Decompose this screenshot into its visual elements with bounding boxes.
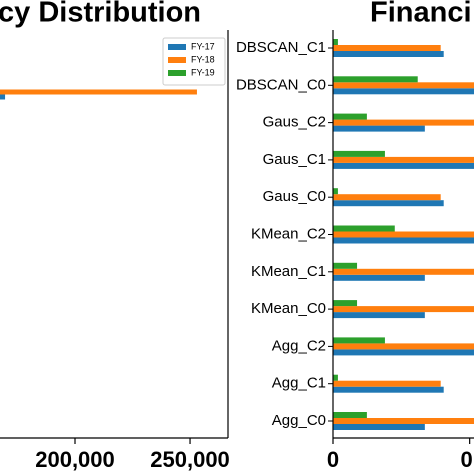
bar	[333, 237, 474, 244]
bar	[333, 424, 425, 430]
chart-title: Financi	[370, 0, 472, 29]
y-tick-label: DBSCAN_C0	[236, 76, 326, 93]
bar	[333, 262, 358, 269]
x-tick-label: 0	[327, 447, 339, 472]
y-tick-label: Gaus_C0	[263, 188, 326, 205]
x-tick-label: 200,000	[35, 447, 115, 472]
y-tick-label: KMean_C2	[251, 225, 326, 242]
bar	[333, 45, 441, 51]
legend-label: FY-19	[191, 67, 215, 77]
y-tick-label: KMean_C1	[251, 263, 326, 280]
bar	[333, 312, 425, 319]
y-tick-label: Agg_C0	[272, 412, 326, 429]
legend-label: FY-18	[191, 54, 215, 64]
chart-title: cy Distribution	[0, 0, 201, 29]
bar	[0, 89, 197, 95]
bar	[333, 76, 418, 83]
bar	[333, 343, 474, 350]
bar	[333, 300, 358, 307]
bar	[333, 88, 474, 95]
bar	[333, 386, 444, 393]
y-tick-label: Gaus_C2	[263, 114, 326, 131]
x-tick-label: 250,000	[150, 447, 230, 472]
bar	[333, 306, 474, 313]
bar	[333, 39, 338, 45]
y-tick-label: Gaus_C1	[263, 151, 326, 168]
bar	[333, 156, 474, 163]
bar	[333, 380, 441, 387]
y-tick-label: Agg_C2	[272, 337, 326, 354]
bar	[333, 349, 474, 356]
bar	[333, 119, 474, 126]
x-tick-label: 0.	[460, 447, 474, 472]
bar	[333, 82, 474, 89]
bar	[333, 200, 444, 207]
bar	[333, 188, 338, 195]
bar	[333, 418, 474, 424]
bar	[333, 162, 474, 169]
bar	[333, 231, 474, 238]
bar	[333, 51, 444, 57]
bar	[333, 337, 385, 344]
bar	[0, 94, 6, 100]
legend-swatch	[168, 44, 186, 50]
bar	[333, 225, 395, 232]
bar	[333, 113, 367, 120]
y-tick-label: DBSCAN_C1	[236, 39, 326, 56]
bar	[333, 125, 425, 132]
legend-swatch	[168, 70, 186, 76]
legend-label: FY-17	[191, 41, 215, 51]
y-tick-label: Agg_C1	[272, 375, 326, 392]
bar	[333, 374, 338, 381]
bar	[333, 274, 425, 281]
bar	[333, 412, 367, 418]
bar	[333, 194, 441, 201]
legend-swatch	[168, 57, 186, 63]
bar	[333, 268, 474, 275]
bar	[333, 150, 385, 157]
y-tick-label: KMean_C0	[251, 300, 326, 317]
